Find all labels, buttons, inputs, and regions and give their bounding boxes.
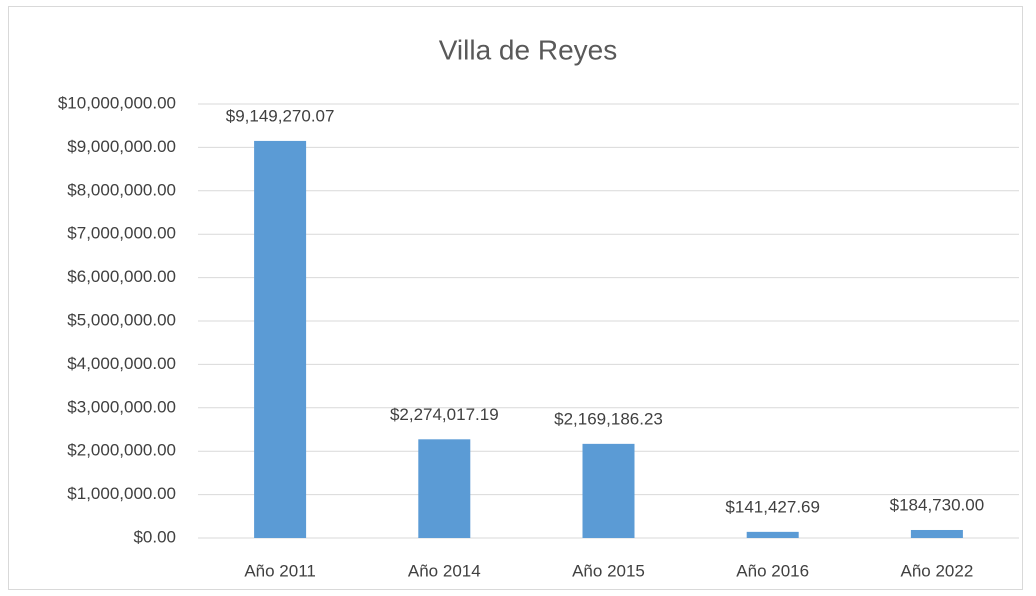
x-tick-label: Año 2014 (408, 561, 481, 580)
x-tick-label: Año 2016 (736, 561, 809, 580)
bar (254, 140, 307, 538)
x-tick-label: Año 2015 (572, 561, 645, 580)
y-tick-label: $10,000,000.00 (58, 93, 176, 112)
chart-title: Villa de Reyes (439, 34, 617, 65)
y-tick-label: $6,000,000.00 (67, 267, 176, 286)
bar (582, 443, 635, 538)
y-tick-label: $5,000,000.00 (67, 310, 176, 329)
value-label: $2,274,017.19 (390, 405, 499, 424)
value-label: $9,149,270.07 (226, 106, 335, 125)
bar (418, 439, 471, 538)
bar (910, 529, 963, 538)
y-tick-label: $2,000,000.00 (67, 441, 176, 460)
value-label: $141,427.69 (725, 497, 820, 516)
x-tick-label: Año 2022 (901, 561, 974, 580)
y-tick-label: $3,000,000.00 (67, 397, 176, 416)
x-tick-label: Año 2011 (244, 561, 316, 580)
value-label: $2,169,186.23 (554, 409, 663, 428)
y-tick-label: $7,000,000.00 (67, 224, 176, 243)
bar (746, 531, 799, 538)
value-label: $184,730.00 (890, 495, 985, 514)
y-tick-label: $1,000,000.00 (67, 484, 176, 503)
y-tick-label: $0.00 (133, 527, 176, 546)
y-tick-label: $9,000,000.00 (67, 137, 176, 156)
y-tick-label: $4,000,000.00 (67, 354, 176, 373)
y-tick-label: $8,000,000.00 (67, 180, 176, 199)
